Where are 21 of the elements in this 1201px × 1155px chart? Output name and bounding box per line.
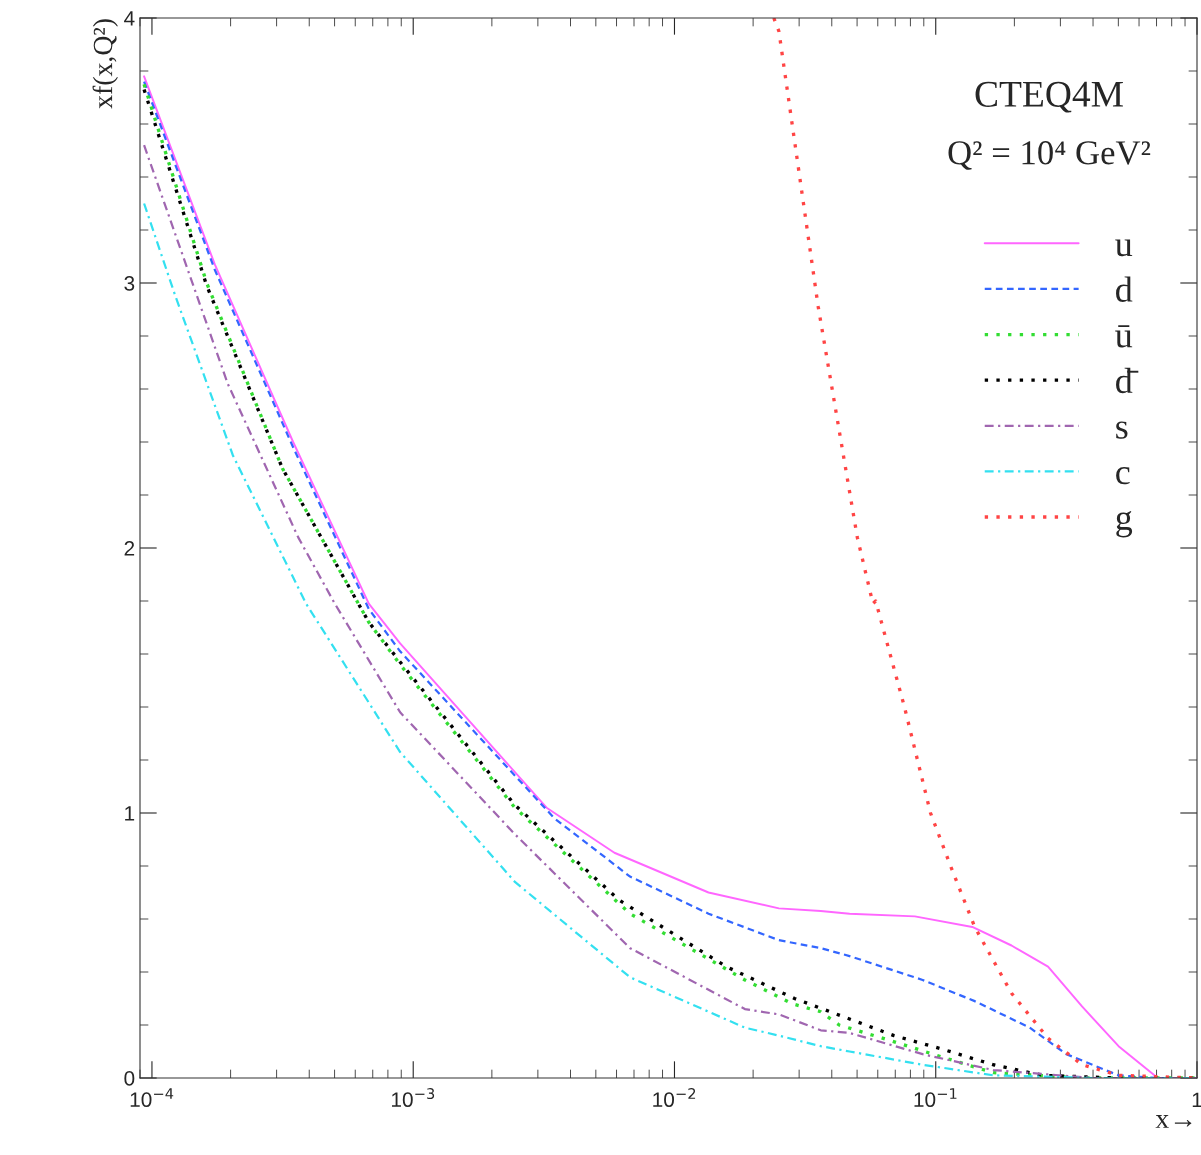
y-tick-label: 0 bbox=[124, 1071, 135, 1086]
y-tick-label: 3 bbox=[124, 276, 135, 291]
legend-label: d bbox=[1116, 276, 1133, 302]
y-axis-title: xf(x,Q²) bbox=[92, 19, 118, 109]
x-tick-label: 10$^{−3}$ bbox=[391, 1088, 435, 1108]
x-tick-label: 10$^{−2}$ bbox=[653, 1088, 696, 1108]
legend-label: s bbox=[1116, 421, 1128, 439]
x-tick-label: 10$^{−1}$ bbox=[914, 1088, 957, 1108]
y-tick-label: 1 bbox=[125, 806, 135, 821]
x-tick-label: 1 bbox=[1192, 1092, 1201, 1107]
y-tick-label: 2 bbox=[124, 541, 135, 556]
y-tick-label: 4 bbox=[124, 11, 135, 26]
x-tick-label: 10$^{−4}$ bbox=[130, 1088, 174, 1108]
legend-label: ū bbox=[1115, 325, 1133, 348]
legend-label: u bbox=[1115, 239, 1133, 257]
x-axis-title: x→ bbox=[1155, 1115, 1192, 1128]
legend-label: c bbox=[1116, 467, 1130, 485]
legend-label: g bbox=[1116, 511, 1133, 538]
legend-label: d̄ bbox=[1116, 367, 1139, 394]
text: CTEQ4M bbox=[975, 81, 1123, 113]
text: Q² = 10⁴ GeV² bbox=[948, 141, 1151, 170]
